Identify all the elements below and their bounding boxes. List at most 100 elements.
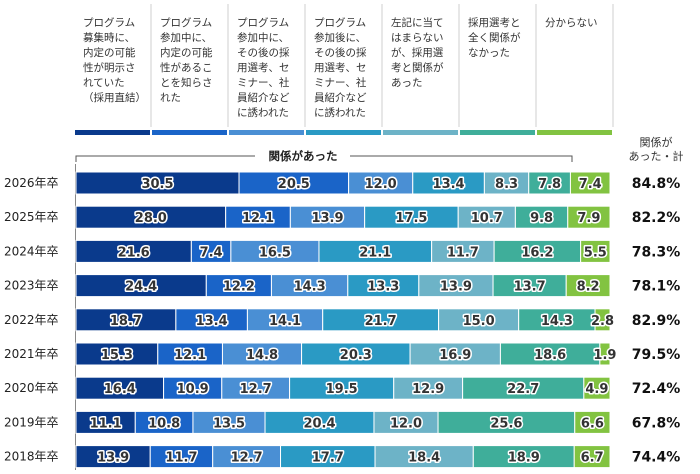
total-label: 74.4% — [632, 450, 681, 466]
bar-segment — [569, 171, 611, 195]
data-label: 12.0 — [365, 177, 397, 192]
data-label: 9.8 — [530, 211, 553, 226]
legend-text-line: その後の採 — [237, 46, 290, 59]
data-label: 10.9 — [177, 382, 209, 397]
data-label: 8.2 — [577, 280, 600, 295]
legend-text-line: 考と関係が — [391, 61, 444, 74]
data-label: 22.7 — [507, 382, 539, 397]
data-label: 16.2 — [521, 245, 553, 260]
data-label: 2.8 — [591, 314, 614, 329]
total-label: 84.8% — [632, 176, 681, 192]
data-label: 14.8 — [246, 348, 278, 363]
legend-text-line: 用選考、セ — [237, 61, 290, 74]
legend-text-line: その後の採 — [314, 46, 367, 59]
legend-text-line: に誘われた — [314, 106, 366, 119]
total-label: 78.1% — [632, 279, 681, 295]
legend-text-line: プログラム — [83, 16, 135, 29]
data-label: 13.4 — [196, 314, 228, 329]
category-label: 2022年卒 — [4, 313, 59, 327]
data-label: 16.9 — [439, 348, 471, 363]
legend-text-line: に誘われた — [237, 106, 289, 119]
data-label: 19.5 — [326, 382, 358, 397]
data-label: 13.5 — [213, 416, 245, 431]
total-label: 78.3% — [632, 244, 681, 260]
data-label: 11.7 — [447, 245, 479, 260]
totals-header: あった・計 — [629, 149, 684, 163]
legend-text-line: 全く関係が — [468, 31, 521, 44]
legend-swatch — [306, 130, 381, 135]
category-label: 2025年卒 — [4, 210, 59, 224]
data-label: 6.6 — [581, 416, 604, 431]
legend-text-line: あった — [391, 77, 423, 89]
data-label: 7.4 — [579, 177, 602, 192]
data-label: 17.5 — [395, 211, 427, 226]
total-label: 79.5% — [632, 347, 681, 363]
legend-text-line: 性があるこ — [160, 61, 213, 74]
legend-swatch — [75, 130, 150, 135]
data-label: 16.4 — [104, 382, 136, 397]
data-label: 12.2 — [223, 280, 255, 295]
legend-text-line: プログラム — [237, 16, 289, 29]
data-label: 21.1 — [359, 245, 391, 260]
data-label: 18.9 — [508, 451, 540, 466]
bar-segment — [594, 308, 611, 332]
category-label: 2019年卒 — [4, 415, 59, 429]
legend-text-line: 員紹介など — [314, 91, 367, 104]
legend-swatch — [229, 130, 304, 135]
bracket-left-line — [75, 155, 255, 162]
legend-text-line: ミナー、社 — [237, 76, 290, 89]
legend-text-line: 用選考、セ — [314, 61, 367, 74]
legend-text-line: れていた — [83, 77, 125, 89]
category-label: 2021年卒 — [4, 347, 59, 361]
data-label: 16.5 — [259, 245, 291, 260]
data-label: 15.3 — [101, 348, 133, 363]
data-label: 25.6 — [490, 416, 522, 431]
legend-swatch — [152, 130, 227, 135]
data-label: 10.8 — [148, 416, 180, 431]
bar-segment — [583, 376, 611, 400]
legend-text-line: プログラム — [160, 16, 212, 29]
legend-swatch — [383, 130, 458, 135]
data-label: 7.8 — [538, 177, 561, 192]
data-label: 20.4 — [303, 416, 335, 431]
data-label: 4.9 — [585, 382, 608, 397]
bar-segment — [573, 445, 611, 469]
data-label: 14.3 — [541, 314, 573, 329]
legend-text-line: 採用選考と — [468, 16, 521, 29]
legend-text-line: とを知らさ — [160, 76, 213, 89]
total-label: 67.8% — [632, 415, 681, 431]
total-label: 82.2% — [632, 210, 681, 226]
legend-text-line: 内定の可能 — [83, 46, 136, 59]
data-label: 18.4 — [408, 451, 440, 466]
bar-segment — [580, 239, 611, 263]
data-label: 7.4 — [200, 245, 223, 260]
data-label: 8.3 — [495, 177, 518, 192]
legend-text-line: 分からない — [545, 17, 598, 29]
legend-swatch — [537, 130, 612, 135]
data-label: 13.4 — [433, 177, 465, 192]
data-label: 14.1 — [269, 314, 301, 329]
data-label: 10.7 — [471, 211, 503, 226]
data-label: 12.7 — [240, 382, 272, 397]
legend-text-line: ミナー、社 — [314, 76, 367, 89]
category-label: 2020年卒 — [4, 381, 59, 395]
legend-text-line: なかった — [468, 47, 510, 59]
data-label: 28.0 — [135, 211, 167, 226]
bar-segment — [599, 342, 611, 366]
category-label: 2018年卒 — [4, 450, 59, 464]
category-label: 2026年卒 — [4, 176, 59, 190]
legend-text-line: が、採用選 — [391, 46, 444, 59]
data-label: 17.7 — [312, 451, 344, 466]
data-label: 18.7 — [110, 314, 142, 329]
data-label: 12.7 — [231, 451, 263, 466]
legend-text-line: 員紹介など — [237, 91, 290, 104]
data-label: 6.7 — [581, 451, 604, 466]
data-label: 20.3 — [340, 348, 372, 363]
bracket-right-line — [350, 155, 573, 162]
totals-header: 関係が — [640, 135, 673, 149]
legend-swatch — [460, 130, 535, 135]
data-label: 21.6 — [118, 245, 150, 260]
data-label: 14.3 — [294, 280, 326, 295]
data-label: 24.4 — [125, 280, 157, 295]
